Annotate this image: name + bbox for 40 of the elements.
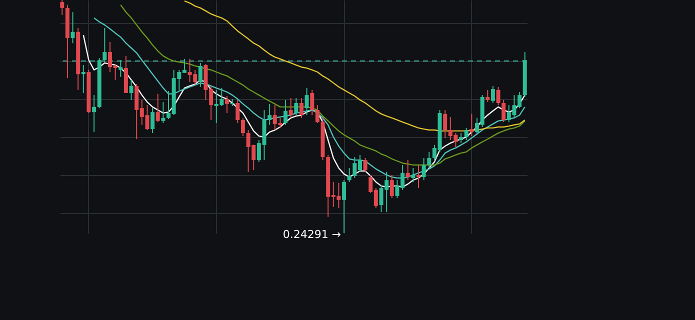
candlestick (304, 88, 309, 116)
candlestick (299, 98, 304, 118)
candlestick (288, 98, 293, 118)
candlestick (129, 79, 134, 100)
candlestick (102, 27, 107, 62)
candlestick (161, 102, 166, 124)
candlestick (363, 157, 368, 172)
candlestick (464, 127, 468, 141)
candlestick (416, 164, 420, 189)
candlestick (118, 60, 123, 78)
candlestick (268, 103, 272, 126)
candlestick (198, 62, 202, 88)
candlestick (92, 94, 96, 133)
candlestick (347, 167, 352, 182)
candlestick (390, 174, 394, 199)
candlestick (470, 113, 474, 137)
candlestick (490, 85, 495, 104)
candlestick (427, 151, 432, 168)
candlestick (294, 98, 298, 116)
candlestick (422, 157, 426, 181)
candlestick (496, 86, 500, 106)
candlestick (411, 167, 416, 182)
candlestick (486, 89, 490, 103)
candlestick (225, 95, 230, 114)
candlestick (502, 99, 506, 123)
candlestick (156, 93, 160, 123)
candlestick (284, 99, 288, 126)
candlestick (459, 132, 464, 144)
candlestick (70, 12, 75, 44)
candlestick (236, 99, 240, 124)
candlestick (240, 117, 245, 137)
candlestick (310, 89, 314, 116)
candlestick (342, 180, 346, 234)
candlestick (81, 64, 86, 94)
candlestick (443, 109, 448, 138)
candlestick (406, 160, 410, 181)
annotation: 0.24291 → (282, 228, 342, 241)
candlestick (60, 0, 64, 16)
candlestick (150, 108, 155, 134)
candlestick (315, 104, 320, 124)
